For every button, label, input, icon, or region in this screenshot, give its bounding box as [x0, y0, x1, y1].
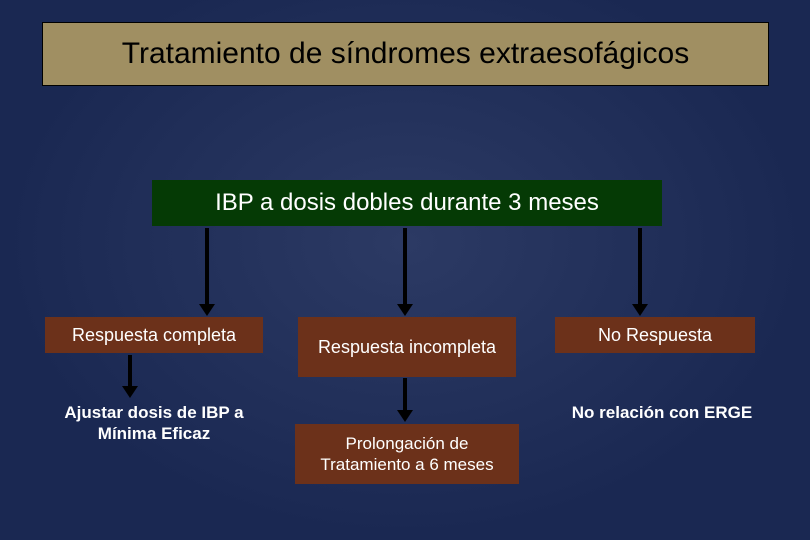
outcome-box-no-relacion: No relación con ERGE [552, 398, 772, 428]
start-box-text: IBP a dosis dobles durante 3 meses [215, 188, 599, 218]
response-box-incompleta: Respuesta incompleta [298, 317, 516, 377]
start-box: IBP a dosis dobles durante 3 meses [152, 180, 662, 226]
response-box-text: No Respuesta [598, 324, 712, 347]
outcome-box-prolongacion: Prolongación de Tratamiento a 6 meses [295, 424, 519, 484]
arrow-line [403, 228, 407, 304]
response-box-text: Respuesta incompleta [318, 336, 496, 359]
slide-title-text: Tratamiento de síndromes extraesofágicos [122, 37, 690, 71]
arrow-head-icon [632, 304, 648, 316]
outcome-box-text: Ajustar dosis de IBP a Mínima Eficaz [64, 402, 243, 445]
outcome-box-text: Prolongación de Tratamiento a 6 meses [320, 433, 493, 476]
outcome-box-text: No relación con ERGE [572, 402, 752, 423]
arrow-line [205, 228, 209, 304]
outcome-box-ajustar: Ajustar dosis de IBP a Mínima Eficaz [42, 398, 266, 448]
arrow-head-icon [122, 386, 138, 398]
response-box-completa: Respuesta completa [45, 317, 263, 353]
arrow-line [638, 228, 642, 304]
arrow-head-icon [397, 304, 413, 316]
arrow-head-icon [397, 410, 413, 422]
response-box-text: Respuesta completa [72, 324, 236, 347]
slide-title: Tratamiento de síndromes extraesofágicos [42, 22, 769, 86]
arrow-head-icon [199, 304, 215, 316]
response-box-no: No Respuesta [555, 317, 755, 353]
arrow-line [128, 355, 132, 386]
arrow-line [403, 378, 407, 410]
